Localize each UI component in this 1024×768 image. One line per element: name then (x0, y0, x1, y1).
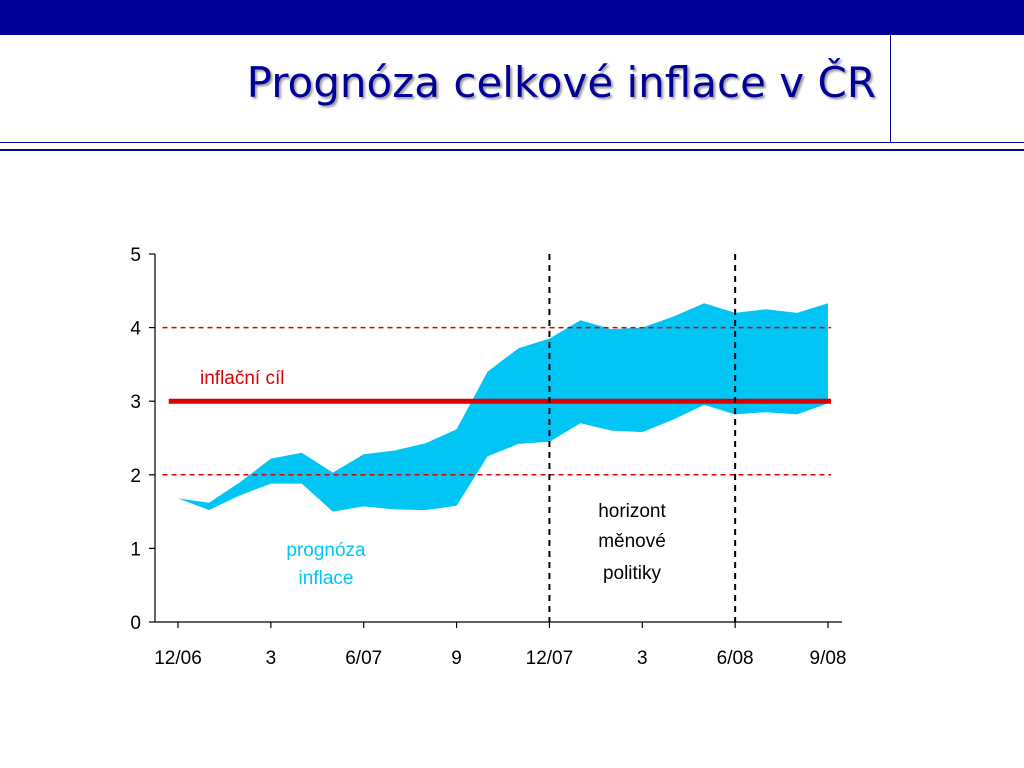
y-tick-label: 2 (130, 466, 141, 487)
title-divider-thick (0, 149, 1024, 151)
y-tick-label: 4 (130, 319, 141, 340)
slide-title: Prognóza celkové inflace v ČR (246, 58, 876, 107)
forecast-band (178, 303, 828, 512)
x-tick-label: 3 (266, 648, 277, 669)
x-tick-label: 12/06 (154, 648, 202, 669)
y-tick-label: 3 (130, 392, 141, 413)
x-tick-label: 3 (637, 648, 648, 669)
horizon-label-line1: horizont (598, 501, 666, 522)
y-tick-label: 1 (130, 539, 141, 560)
forecast-label-line2: inflace (299, 568, 354, 589)
forecast-label-line1: prognóza (286, 540, 366, 561)
header-bar (0, 0, 1024, 35)
y-tick-label: 5 (130, 245, 141, 266)
x-tick-label: 12/07 (526, 648, 574, 669)
title-divider (0, 142, 1024, 143)
x-tick-label: 6/07 (345, 648, 382, 669)
horizon-label-line2: měnové (598, 531, 666, 552)
horizon-label-line3: politiky (603, 563, 662, 584)
target-label: inflační cíl (200, 368, 284, 389)
y-tick-label: 0 (130, 613, 141, 634)
title-divider-vertical (890, 35, 891, 142)
x-tick-label: 9 (451, 648, 462, 669)
x-tick-label: 6/08 (717, 648, 754, 669)
x-tick-label: 9/08 (810, 648, 847, 669)
